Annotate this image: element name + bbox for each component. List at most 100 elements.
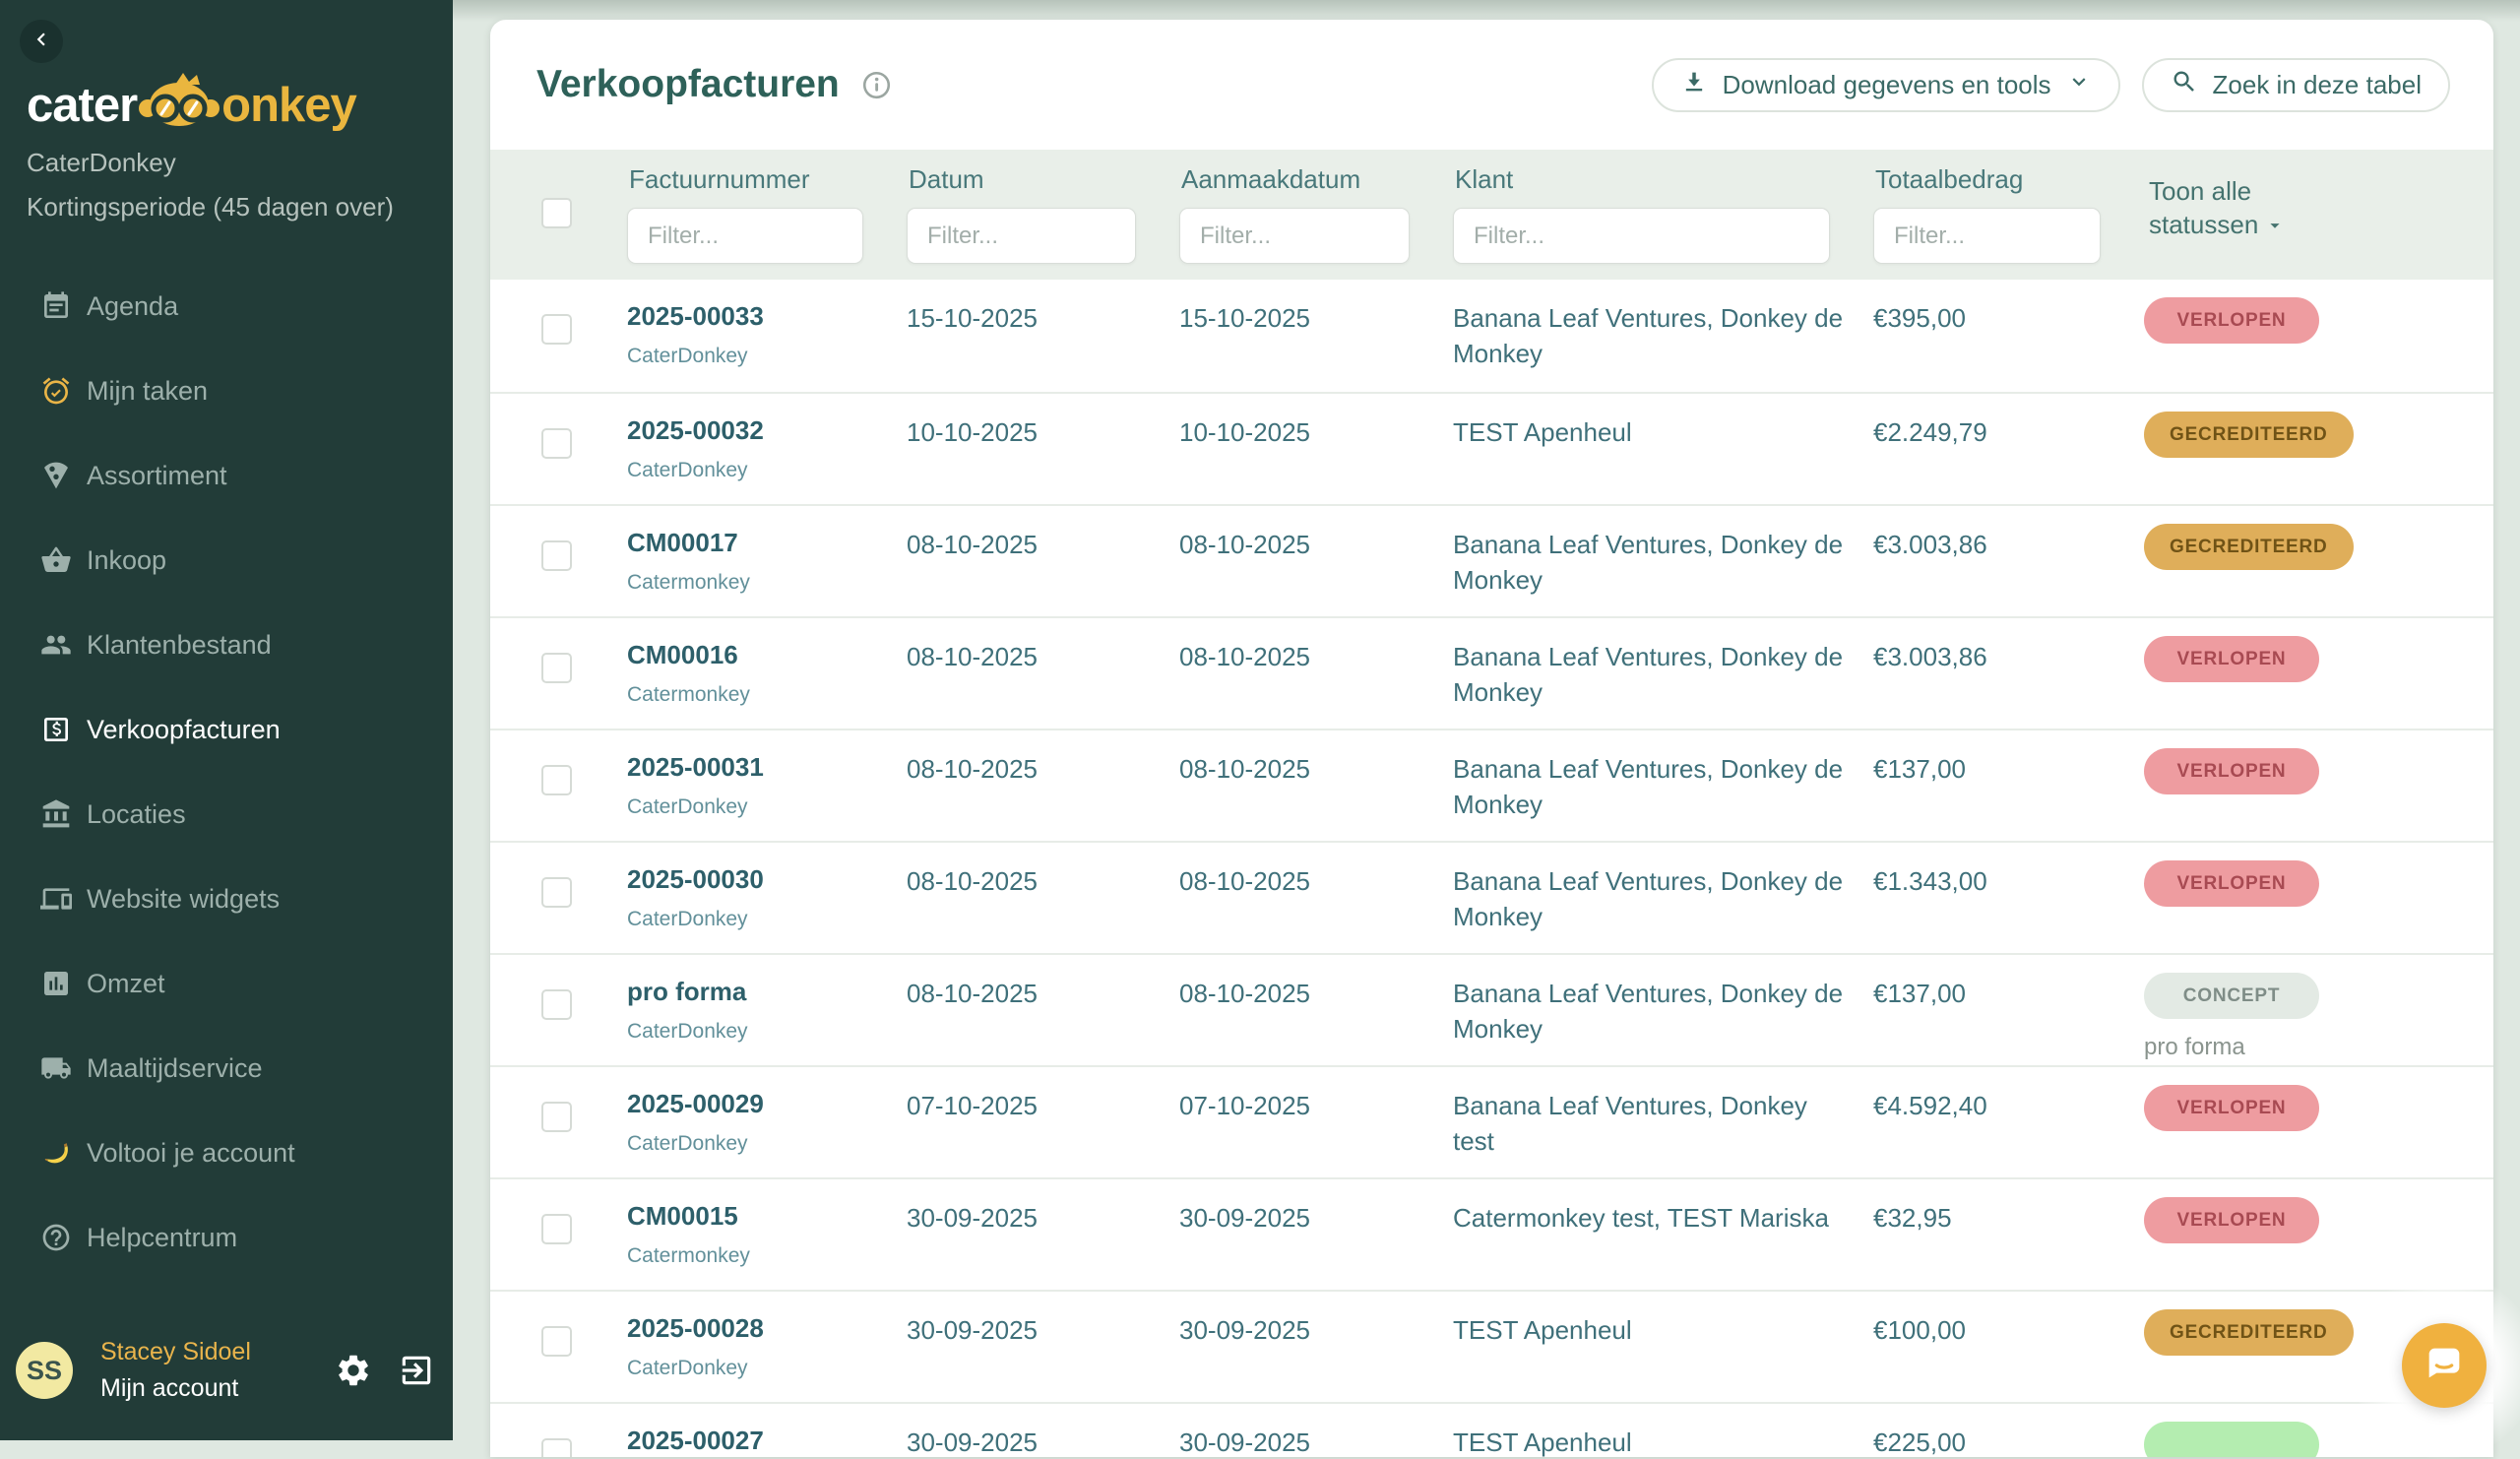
user-row: SS Stacey Sidoel Mijn account: [0, 1331, 453, 1410]
download-icon: [1680, 68, 1708, 102]
collapse-sidebar-button[interactable]: [20, 20, 63, 63]
column-label: Datum: [909, 164, 984, 194]
invoice-row[interactable]: 2025-00028 CaterDonkey 30-09-2025 30-09-202…: [490, 1290, 2493, 1402]
sidebar-item-klantenbestand[interactable]: Klantenbestand: [0, 603, 453, 687]
chevron-down-icon: [2066, 69, 2092, 101]
sidebar-item-agenda[interactable]: Agenda: [0, 264, 453, 349]
column-header-factuurnummer: Factuurnummer: [627, 150, 907, 280]
sidebar-nav: Agenda Mijn taken Assortiment Inkoop Klanten…: [0, 264, 453, 1280]
filter-input-datum[interactable]: [907, 208, 1136, 264]
filter-input-klant[interactable]: [1453, 208, 1830, 264]
filter-input-aanmaakdatum[interactable]: [1179, 208, 1410, 264]
logout-icon[interactable]: [398, 1352, 435, 1389]
row-checkbox[interactable]: [541, 1214, 572, 1244]
info-icon[interactable]: [861, 70, 892, 100]
sidebar-item-helpcentrum[interactable]: Helpcentrum: [0, 1195, 453, 1280]
invoice-row[interactable]: CM00015 Catermonkey 30-09-2025 30-09-2025 Ca…: [490, 1177, 2493, 1290]
invoice-number: CM00015: [627, 1201, 738, 1231]
invoice-row[interactable]: CM00017 Catermonkey 08-10-2025 08-10-2025 Ba…: [490, 504, 2493, 616]
row-checkbox[interactable]: [541, 314, 572, 345]
invoice-amount: €100,00: [1873, 1315, 1966, 1345]
sidebar-item-locaties[interactable]: Locaties: [0, 772, 453, 856]
invoice-amount: €137,00: [1873, 979, 1966, 1008]
invoice-created-date: 08-10-2025: [1179, 866, 1310, 896]
sidebar-item-label: Maaltijdservice: [87, 1052, 263, 1083]
truck-icon: [39, 1051, 73, 1085]
invoice-row[interactable]: 2025-00033 CaterDonkey 15-10-2025 15-10-202…: [490, 280, 2493, 392]
settings-gear-icon[interactable]: [335, 1352, 372, 1389]
invoice-org: CaterDonkey: [627, 908, 748, 930]
column-header-datum: Datum: [907, 150, 1179, 280]
invoice-row[interactable]: CM00016 Catermonkey 08-10-2025 08-10-2025 Ba…: [490, 616, 2493, 729]
select-all-checkbox[interactable]: [541, 198, 572, 228]
status-badge: GECREDITEERD: [2144, 412, 2354, 458]
sidebar-item-mijn-taken[interactable]: Mijn taken: [0, 349, 453, 433]
filter-input-totaalbedrag[interactable]: [1873, 208, 2101, 264]
row-checkbox[interactable]: [541, 428, 572, 459]
sidebar-item-label: Locaties: [87, 798, 186, 829]
row-checkbox[interactable]: [541, 765, 572, 795]
invoice-created-date: 07-10-2025: [1179, 1091, 1310, 1120]
sidebar-item-label: Agenda: [87, 290, 179, 321]
sidebar-item-label: Helpcentrum: [87, 1222, 238, 1252]
sidebar-item-label: Klantenbestand: [87, 629, 272, 660]
table-header: Factuurnummer Datum Aanmaakdatum Klant Totaa…: [490, 150, 2493, 280]
invoice-number: 2025-00031: [627, 752, 764, 782]
row-checkbox[interactable]: [541, 989, 572, 1020]
invoice-number: CM00016: [627, 640, 738, 669]
user-texts[interactable]: Stacey Sidoel Mijn account: [100, 1338, 335, 1403]
column-label: Totaalbedrag: [1875, 164, 2024, 194]
sidebar-item-assortiment[interactable]: Assortiment: [0, 433, 453, 518]
status-badge: VERLOPEN: [2144, 636, 2319, 682]
monkey-face-icon: [137, 71, 221, 140]
invoice-row[interactable]: 2025-00027 30-09-2025 30-09-2025 TEST Apenh…: [490, 1402, 2493, 1457]
row-checkbox[interactable]: [541, 540, 572, 571]
invoice-number: 2025-00032: [627, 415, 764, 445]
invoice-row[interactable]: 2025-00032 CaterDonkey 10-10-2025 10-10-202…: [490, 392, 2493, 504]
download-button-label: Download gegevens en tools: [1722, 69, 2051, 99]
invoice-date: 30-09-2025: [907, 1315, 1038, 1345]
column-header-klant: Klant: [1453, 150, 1873, 280]
invoice-row[interactable]: pro forma CaterDonkey 08-10-2025 08-10-2025…: [490, 953, 2493, 1065]
invoice-date: 30-09-2025: [907, 1427, 1038, 1457]
chart-icon: [39, 967, 73, 1000]
my-account-link: Mijn account: [100, 1374, 239, 1402]
invoice-row[interactable]: 2025-00031 CaterDonkey 08-10-2025 08-10-202…: [490, 729, 2493, 841]
invoice-org: Catermonkey: [627, 1244, 750, 1267]
chat-button[interactable]: [2402, 1323, 2487, 1408]
invoice-number: 2025-00030: [627, 864, 764, 894]
app-logo[interactable]: cater onkey: [27, 71, 357, 140]
invoice-created-date: 15-10-2025: [1179, 303, 1310, 333]
avatar[interactable]: SS: [16, 1342, 73, 1399]
status-filter-dropdown[interactable]: Toon alle statussen: [2149, 174, 2331, 241]
sidebar-item-omzet[interactable]: Omzet: [0, 941, 453, 1026]
sidebar-item-website-widgets[interactable]: Website widgets: [0, 856, 453, 941]
row-checkbox[interactable]: [541, 877, 572, 908]
invoice-amount: €1.343,00: [1873, 866, 1987, 896]
invoice-created-date: 08-10-2025: [1179, 979, 1310, 1008]
sidebar-item-verkoopfacturen[interactable]: Verkoopfacturen: [0, 687, 453, 772]
invoice-date: 10-10-2025: [907, 417, 1038, 447]
row-checkbox[interactable]: [541, 1438, 572, 1457]
sidebar-item-voltooi-je-account[interactable]: Voltooi je account: [0, 1110, 453, 1195]
sidebar-item-inkoop[interactable]: Inkoop: [0, 518, 453, 603]
chat-bubble-icon: [2422, 1341, 2467, 1391]
invoice-row[interactable]: 2025-00030 CaterDonkey 08-10-2025 08-10-202…: [490, 841, 2493, 953]
invoice-date: 08-10-2025: [907, 754, 1038, 784]
search-table-button[interactable]: Zoek in deze tabel: [2141, 57, 2450, 112]
calendar-icon: [39, 289, 73, 323]
filter-input-factuurnummer[interactable]: [627, 208, 863, 264]
sidebar-item-label: Mijn taken: [87, 375, 209, 406]
invoice-amount: €395,00: [1873, 303, 1966, 333]
row-checkbox[interactable]: [541, 653, 572, 683]
invoice-row[interactable]: 2025-00029 CaterDonkey 07-10-2025 07-10-202…: [490, 1065, 2493, 1177]
invoice-date: 08-10-2025: [907, 866, 1038, 896]
invoice-date: 30-09-2025: [907, 1203, 1038, 1233]
row-checkbox[interactable]: [541, 1326, 572, 1357]
invoice-date: 08-10-2025: [907, 530, 1038, 559]
status-badge: VERLOPEN: [2144, 860, 2319, 907]
row-checkbox[interactable]: [541, 1102, 572, 1132]
download-data-button[interactable]: Download gegevens en tools: [1651, 57, 2120, 112]
sidebar-item-maaltijdservice[interactable]: Maaltijdservice: [0, 1026, 453, 1110]
status-note: pro forma: [2144, 1034, 2245, 1060]
